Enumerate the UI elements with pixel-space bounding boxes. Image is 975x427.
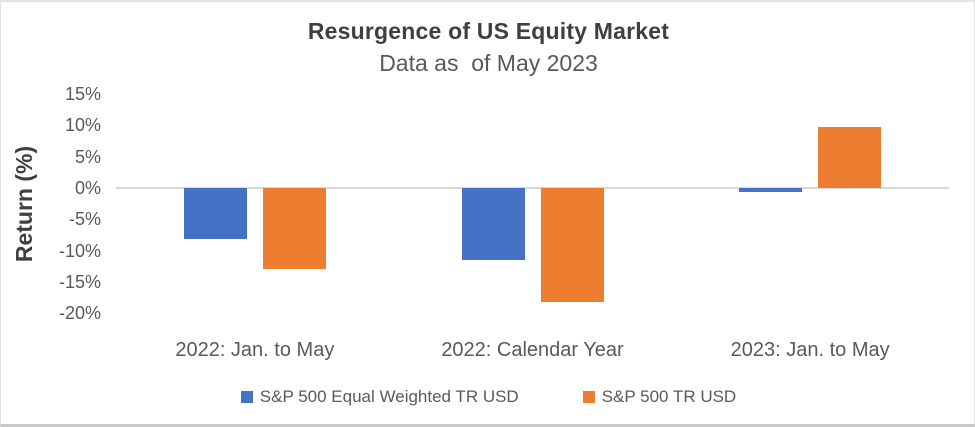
legend-label: S&P 500 Equal Weighted TR USD bbox=[259, 387, 519, 406]
bar-sp500-tr-1 bbox=[540, 188, 604, 303]
category-label: 2023: Jan. to May bbox=[730, 339, 890, 361]
chart-title: Resurgence of US Equity Market bbox=[307, 18, 670, 44]
legend-swatch-orange bbox=[582, 391, 595, 403]
chart-subtitle: Data as of May 2023 bbox=[379, 50, 598, 76]
y-tick-label: -5% bbox=[68, 209, 101, 230]
y-tick-label: 10% bbox=[64, 115, 101, 136]
bar-sp500-tr-2 bbox=[818, 127, 882, 188]
category-label: 2022: Jan. to May bbox=[175, 339, 335, 361]
bar-equal-weighted-1 bbox=[461, 188, 525, 261]
legend-item: S&P 500 TR USD bbox=[582, 387, 737, 407]
zero-gridline bbox=[116, 187, 949, 189]
y-tick-label: -20% bbox=[58, 303, 101, 324]
y-tick-label: 15% bbox=[64, 83, 101, 104]
bar-equal-weighted-0 bbox=[183, 188, 247, 240]
bar-equal-weighted-2 bbox=[739, 188, 803, 193]
bar-sp500-tr-0 bbox=[262, 188, 326, 269]
y-tick-label: 0% bbox=[74, 178, 101, 198]
legend: S&P 500 Equal Weighted TR USD S&P 500 TR … bbox=[1, 387, 974, 407]
legend-label: S&P 500 TR USD bbox=[601, 387, 737, 406]
legend-swatch-blue bbox=[240, 391, 253, 403]
legend-item: S&P 500 Equal Weighted TR USD bbox=[240, 387, 519, 407]
y-tick-label: 5% bbox=[74, 146, 101, 167]
y-tick-label: -15% bbox=[58, 272, 101, 293]
y-tick-label: -10% bbox=[58, 240, 101, 261]
category-label: 2022: Calendar Year bbox=[441, 339, 624, 361]
